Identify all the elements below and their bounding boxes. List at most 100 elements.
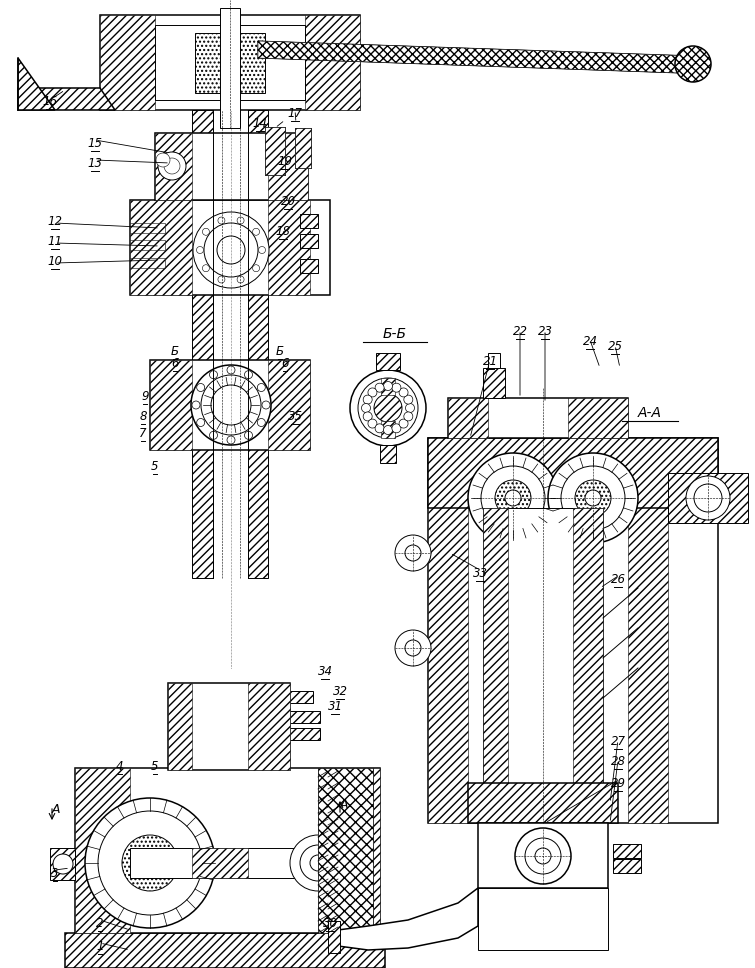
Polygon shape bbox=[428, 438, 718, 823]
Circle shape bbox=[192, 401, 200, 409]
Polygon shape bbox=[258, 41, 695, 73]
Bar bbox=[220, 8, 240, 128]
Circle shape bbox=[392, 383, 401, 392]
Circle shape bbox=[193, 212, 269, 288]
Circle shape bbox=[481, 466, 545, 530]
Text: 29: 29 bbox=[611, 777, 625, 790]
Circle shape bbox=[191, 365, 271, 445]
Text: 30: 30 bbox=[322, 917, 337, 930]
Circle shape bbox=[53, 854, 73, 874]
Text: 25: 25 bbox=[608, 340, 623, 353]
Polygon shape bbox=[448, 398, 628, 438]
Circle shape bbox=[85, 798, 215, 928]
Polygon shape bbox=[100, 15, 155, 110]
Circle shape bbox=[405, 404, 414, 412]
Circle shape bbox=[209, 432, 217, 439]
Bar bbox=[130, 848, 315, 878]
Circle shape bbox=[290, 835, 346, 891]
Bar bbox=[130, 258, 165, 268]
Text: 7: 7 bbox=[139, 427, 146, 440]
Circle shape bbox=[257, 418, 265, 427]
Bar bbox=[300, 234, 318, 248]
Circle shape bbox=[495, 480, 531, 516]
Circle shape bbox=[202, 264, 209, 272]
Circle shape bbox=[375, 383, 384, 392]
Text: Б-Б: Б-Б bbox=[383, 327, 407, 341]
Polygon shape bbox=[568, 398, 628, 438]
Circle shape bbox=[310, 855, 326, 871]
Text: 14: 14 bbox=[252, 117, 267, 130]
Circle shape bbox=[363, 395, 372, 404]
Polygon shape bbox=[155, 133, 308, 200]
Text: 5: 5 bbox=[151, 460, 159, 473]
Circle shape bbox=[164, 158, 180, 174]
Circle shape bbox=[262, 401, 270, 409]
Polygon shape bbox=[668, 473, 748, 523]
Bar bbox=[613, 844, 641, 858]
Polygon shape bbox=[628, 438, 668, 823]
Circle shape bbox=[245, 371, 252, 378]
Circle shape bbox=[515, 828, 571, 884]
Polygon shape bbox=[376, 353, 400, 370]
Polygon shape bbox=[18, 58, 55, 110]
Polygon shape bbox=[428, 438, 468, 823]
Bar bbox=[300, 214, 318, 228]
Polygon shape bbox=[478, 888, 608, 950]
Circle shape bbox=[368, 388, 377, 397]
Circle shape bbox=[384, 381, 393, 390]
Circle shape bbox=[384, 426, 393, 435]
Polygon shape bbox=[573, 508, 603, 823]
Text: 2: 2 bbox=[96, 917, 103, 930]
Polygon shape bbox=[318, 768, 380, 933]
Polygon shape bbox=[338, 888, 478, 950]
Circle shape bbox=[395, 630, 431, 666]
Polygon shape bbox=[168, 683, 192, 770]
Text: 6: 6 bbox=[171, 357, 179, 370]
Text: 8: 8 bbox=[139, 410, 146, 423]
Text: 10: 10 bbox=[48, 255, 63, 268]
Text: 28: 28 bbox=[611, 755, 625, 768]
Circle shape bbox=[158, 152, 186, 180]
Circle shape bbox=[374, 394, 402, 422]
Text: А-А: А-А bbox=[638, 406, 662, 420]
Polygon shape bbox=[468, 783, 618, 823]
Polygon shape bbox=[185, 685, 213, 760]
Polygon shape bbox=[75, 768, 130, 933]
Bar bbox=[300, 259, 318, 273]
Polygon shape bbox=[478, 823, 608, 888]
Text: 18: 18 bbox=[276, 225, 291, 238]
Circle shape bbox=[218, 217, 225, 224]
Text: 21: 21 bbox=[482, 355, 498, 368]
Circle shape bbox=[204, 223, 258, 277]
Polygon shape bbox=[168, 683, 290, 770]
Circle shape bbox=[405, 640, 421, 656]
Polygon shape bbox=[150, 360, 310, 450]
Polygon shape bbox=[483, 508, 603, 823]
Text: 27: 27 bbox=[611, 735, 625, 748]
Text: 6: 6 bbox=[282, 357, 288, 370]
Circle shape bbox=[399, 388, 408, 397]
Circle shape bbox=[694, 484, 722, 512]
Circle shape bbox=[405, 545, 421, 561]
Circle shape bbox=[211, 385, 251, 425]
Polygon shape bbox=[268, 133, 308, 200]
Bar bbox=[285, 691, 313, 703]
Text: 34: 34 bbox=[318, 665, 332, 678]
Polygon shape bbox=[268, 200, 310, 295]
Polygon shape bbox=[295, 128, 311, 168]
Text: 13: 13 bbox=[88, 157, 103, 170]
Text: 17: 17 bbox=[288, 107, 303, 120]
Circle shape bbox=[686, 476, 730, 520]
Text: 15: 15 bbox=[88, 137, 103, 150]
Text: 4: 4 bbox=[116, 760, 124, 773]
Circle shape bbox=[362, 404, 371, 412]
Text: Б: Б bbox=[276, 345, 284, 358]
Text: 22: 22 bbox=[513, 325, 528, 338]
Circle shape bbox=[575, 480, 611, 516]
Circle shape bbox=[404, 395, 413, 404]
Circle shape bbox=[375, 424, 384, 433]
Bar bbox=[195, 33, 265, 93]
Text: А: А bbox=[340, 798, 349, 811]
Circle shape bbox=[253, 228, 260, 235]
Polygon shape bbox=[381, 421, 395, 438]
